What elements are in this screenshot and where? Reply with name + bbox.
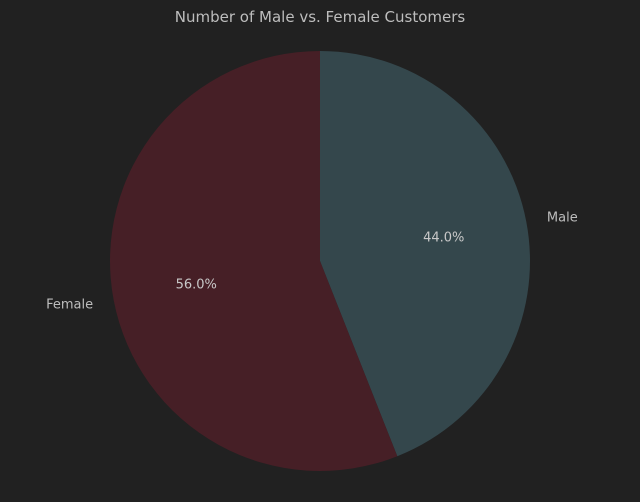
slice-label-female: Female [46, 297, 93, 312]
pct-label-male: 44.0% [423, 230, 464, 245]
chart-title: Number of Male vs. Female Customers [175, 8, 466, 26]
pie-slice-male [320, 51, 530, 457]
pie-slices [110, 51, 530, 471]
pie-labels: 44.0% Male 56.0% Female [46, 211, 578, 313]
slice-label-male: Male [547, 211, 578, 226]
pie-slice-female [110, 51, 398, 471]
pct-label-female: 56.0% [176, 278, 217, 293]
